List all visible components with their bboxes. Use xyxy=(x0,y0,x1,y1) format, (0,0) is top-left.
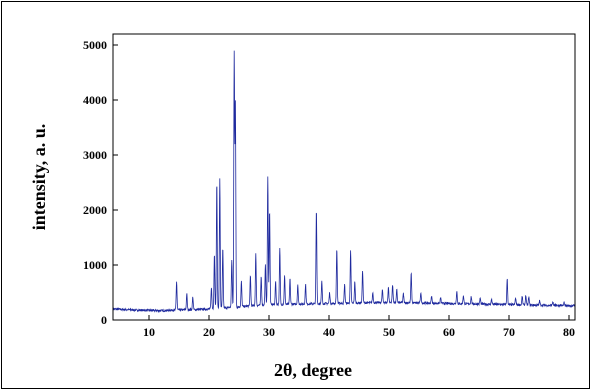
y-tick-label: 0 xyxy=(101,313,107,327)
plot-area-border xyxy=(112,33,576,321)
x-tick-label: 10 xyxy=(143,325,155,339)
x-tick-label: 80 xyxy=(563,325,575,339)
y-tick-label: 2000 xyxy=(83,203,107,217)
y-axis-label: intensity, a. u. xyxy=(29,124,49,231)
y-tick-label: 5000 xyxy=(83,38,107,52)
x-tick-label: 70 xyxy=(503,325,515,339)
y-axis: 0 1000 2000 3000 4000 5000 xyxy=(83,38,118,327)
x-axis: 10 20 30 40 50 60 70 80 xyxy=(143,315,575,339)
series-line xyxy=(113,50,575,314)
y-tick-label: 3000 xyxy=(83,148,107,162)
x-tick-label: 60 xyxy=(443,325,455,339)
y-tick-label: 1000 xyxy=(83,258,107,272)
x-tick-label: 40 xyxy=(323,325,335,339)
x-axis-label: 2θ, degree xyxy=(274,360,352,380)
x-tick-label: 30 xyxy=(263,325,275,339)
x-tick-label: 50 xyxy=(383,325,395,339)
x-tick-label: 20 xyxy=(203,325,215,339)
y-tick-label: 4000 xyxy=(83,93,107,107)
